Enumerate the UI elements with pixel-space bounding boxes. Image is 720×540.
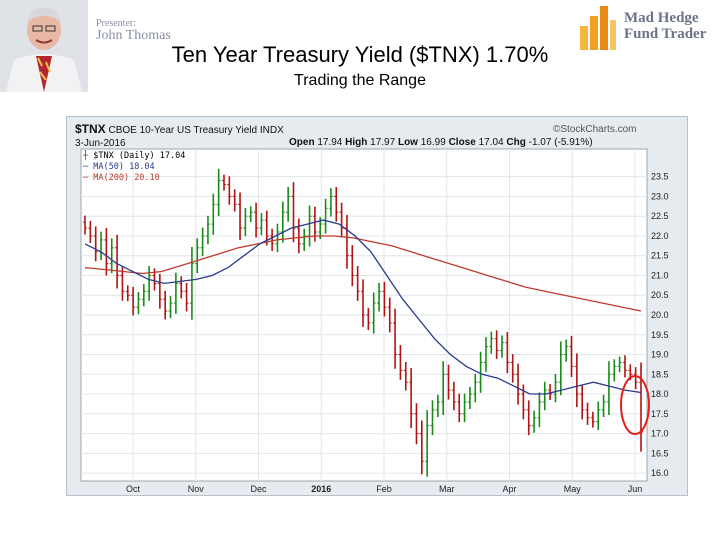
price-chart-svg: 23.5 23.0 22.5 22.0 21.5 21.0 20.5 20.0 19.5 19.0… xyxy=(80,148,669,494)
presenter-block: Presenter: John Thomas xyxy=(96,18,171,44)
close-value: 17.04 xyxy=(478,137,504,148)
change-label: Chg xyxy=(506,137,526,148)
y-tick-label: 23.0 xyxy=(651,191,669,201)
legend-price-icon: ┼ xyxy=(83,151,89,161)
y-tick-label: 18.0 xyxy=(651,389,669,399)
y-tick-label: 20.0 xyxy=(651,310,669,320)
legend-price: ┼ $TNX (Daily) 17.04 xyxy=(83,151,185,161)
legend-ma50: ─ MA(50) 18.04 xyxy=(83,162,155,172)
close-label: Close xyxy=(448,137,476,148)
presenter-label: Presenter: xyxy=(96,18,136,29)
y-tick-label: 20.5 xyxy=(651,290,669,300)
x-tick-label: Mar xyxy=(439,484,455,494)
change-value: -1.07 (-5.91%) xyxy=(528,137,593,148)
legend-ma200: ─ MA(200) 20.10 xyxy=(83,173,160,183)
chart-exchange: INDX xyxy=(259,125,284,136)
high-label: High xyxy=(345,137,368,148)
y-tick-label: 16.0 xyxy=(651,468,669,478)
logo-text: Mad Hedge Fund Trader xyxy=(624,10,706,42)
moving-averages xyxy=(84,219,642,395)
stock-chart: $TNX CBOE 10-Year US Treasury Yield INDX… xyxy=(66,116,688,496)
y-tick-label: 21.0 xyxy=(651,270,669,280)
ma50-line xyxy=(84,219,642,395)
chart-title-row: $TNX CBOE 10-Year US Treasury Yield INDX xyxy=(75,122,284,136)
y-tick-label: 19.0 xyxy=(651,350,669,360)
legend-ma200-swatch: ─ xyxy=(83,173,89,183)
mad-hedge-logo: Mad Hedge Fund Trader xyxy=(578,2,718,52)
x-tick-label: Oct xyxy=(126,484,141,494)
high-value: 17.97 xyxy=(370,137,396,148)
legend-price-text: $TNX (Daily) 17.04 xyxy=(93,151,186,161)
grid-lines xyxy=(81,149,647,481)
y-tick-label: 23.5 xyxy=(651,172,669,182)
x-tick-label: May xyxy=(564,484,582,494)
x-tick-label: Nov xyxy=(188,484,205,494)
ohlc-row: Open 17.94 High 17.97 Low 16.99 Close 17… xyxy=(289,137,593,148)
low-value: 16.99 xyxy=(420,137,446,148)
x-tick-label: Feb xyxy=(376,484,392,494)
x-tick-label: Apr xyxy=(502,484,516,494)
y-tick-label: 22.0 xyxy=(651,231,669,241)
x-axis-ticks: Oct Nov Dec 2016 Feb Mar Apr May Jun xyxy=(126,484,642,494)
legend-ma200-text: MA(200) 20.10 xyxy=(93,173,160,183)
open-value: 17.94 xyxy=(317,137,343,148)
x-tick-label: Jun xyxy=(628,484,643,494)
y-tick-label: 17.5 xyxy=(651,409,669,419)
chart-source: ©StockCharts.com xyxy=(553,124,637,135)
presenter-photo-art xyxy=(0,0,88,92)
y-tick-label: 16.5 xyxy=(651,448,669,458)
slide-title: Ten Year Treasury Yield ($TNX) 1.70% xyxy=(171,42,549,67)
y-tick-label: 17.0 xyxy=(651,429,669,439)
y-tick-label: 21.5 xyxy=(651,251,669,261)
presenter-name: John Thomas xyxy=(96,28,171,43)
logo-bars-icon xyxy=(580,6,616,50)
open-label: Open xyxy=(289,137,315,148)
y-tick-label: 22.5 xyxy=(651,211,669,221)
highlight-circle xyxy=(620,375,650,435)
ma200-line xyxy=(84,235,642,312)
logo-line-1: Mad Hedge xyxy=(624,10,699,26)
x-tick-label: Dec xyxy=(250,484,267,494)
y-axis-ticks: 23.5 23.0 22.5 22.0 21.5 21.0 20.5 20.0 19.5 19.0… xyxy=(651,172,669,478)
y-tick-label: 18.5 xyxy=(651,369,669,379)
chart-description: CBOE 10-Year US Treasury Yield xyxy=(108,125,258,136)
logo-line-2: Fund Trader xyxy=(624,26,707,42)
legend-ma50-text: MA(50) 18.04 xyxy=(93,162,155,172)
legend-ma50-swatch: ─ xyxy=(83,162,89,172)
x-tick-label: 2016 xyxy=(311,484,331,494)
chart-symbol: $TNX xyxy=(75,122,106,136)
y-tick-label: 19.5 xyxy=(651,330,669,340)
low-label: Low xyxy=(397,137,418,148)
presenter-photo xyxy=(0,0,88,92)
chart-date: 3-Jun-2016 xyxy=(75,138,126,149)
price-bars xyxy=(83,168,643,477)
slide-subtitle: Trading the Range xyxy=(294,72,426,89)
